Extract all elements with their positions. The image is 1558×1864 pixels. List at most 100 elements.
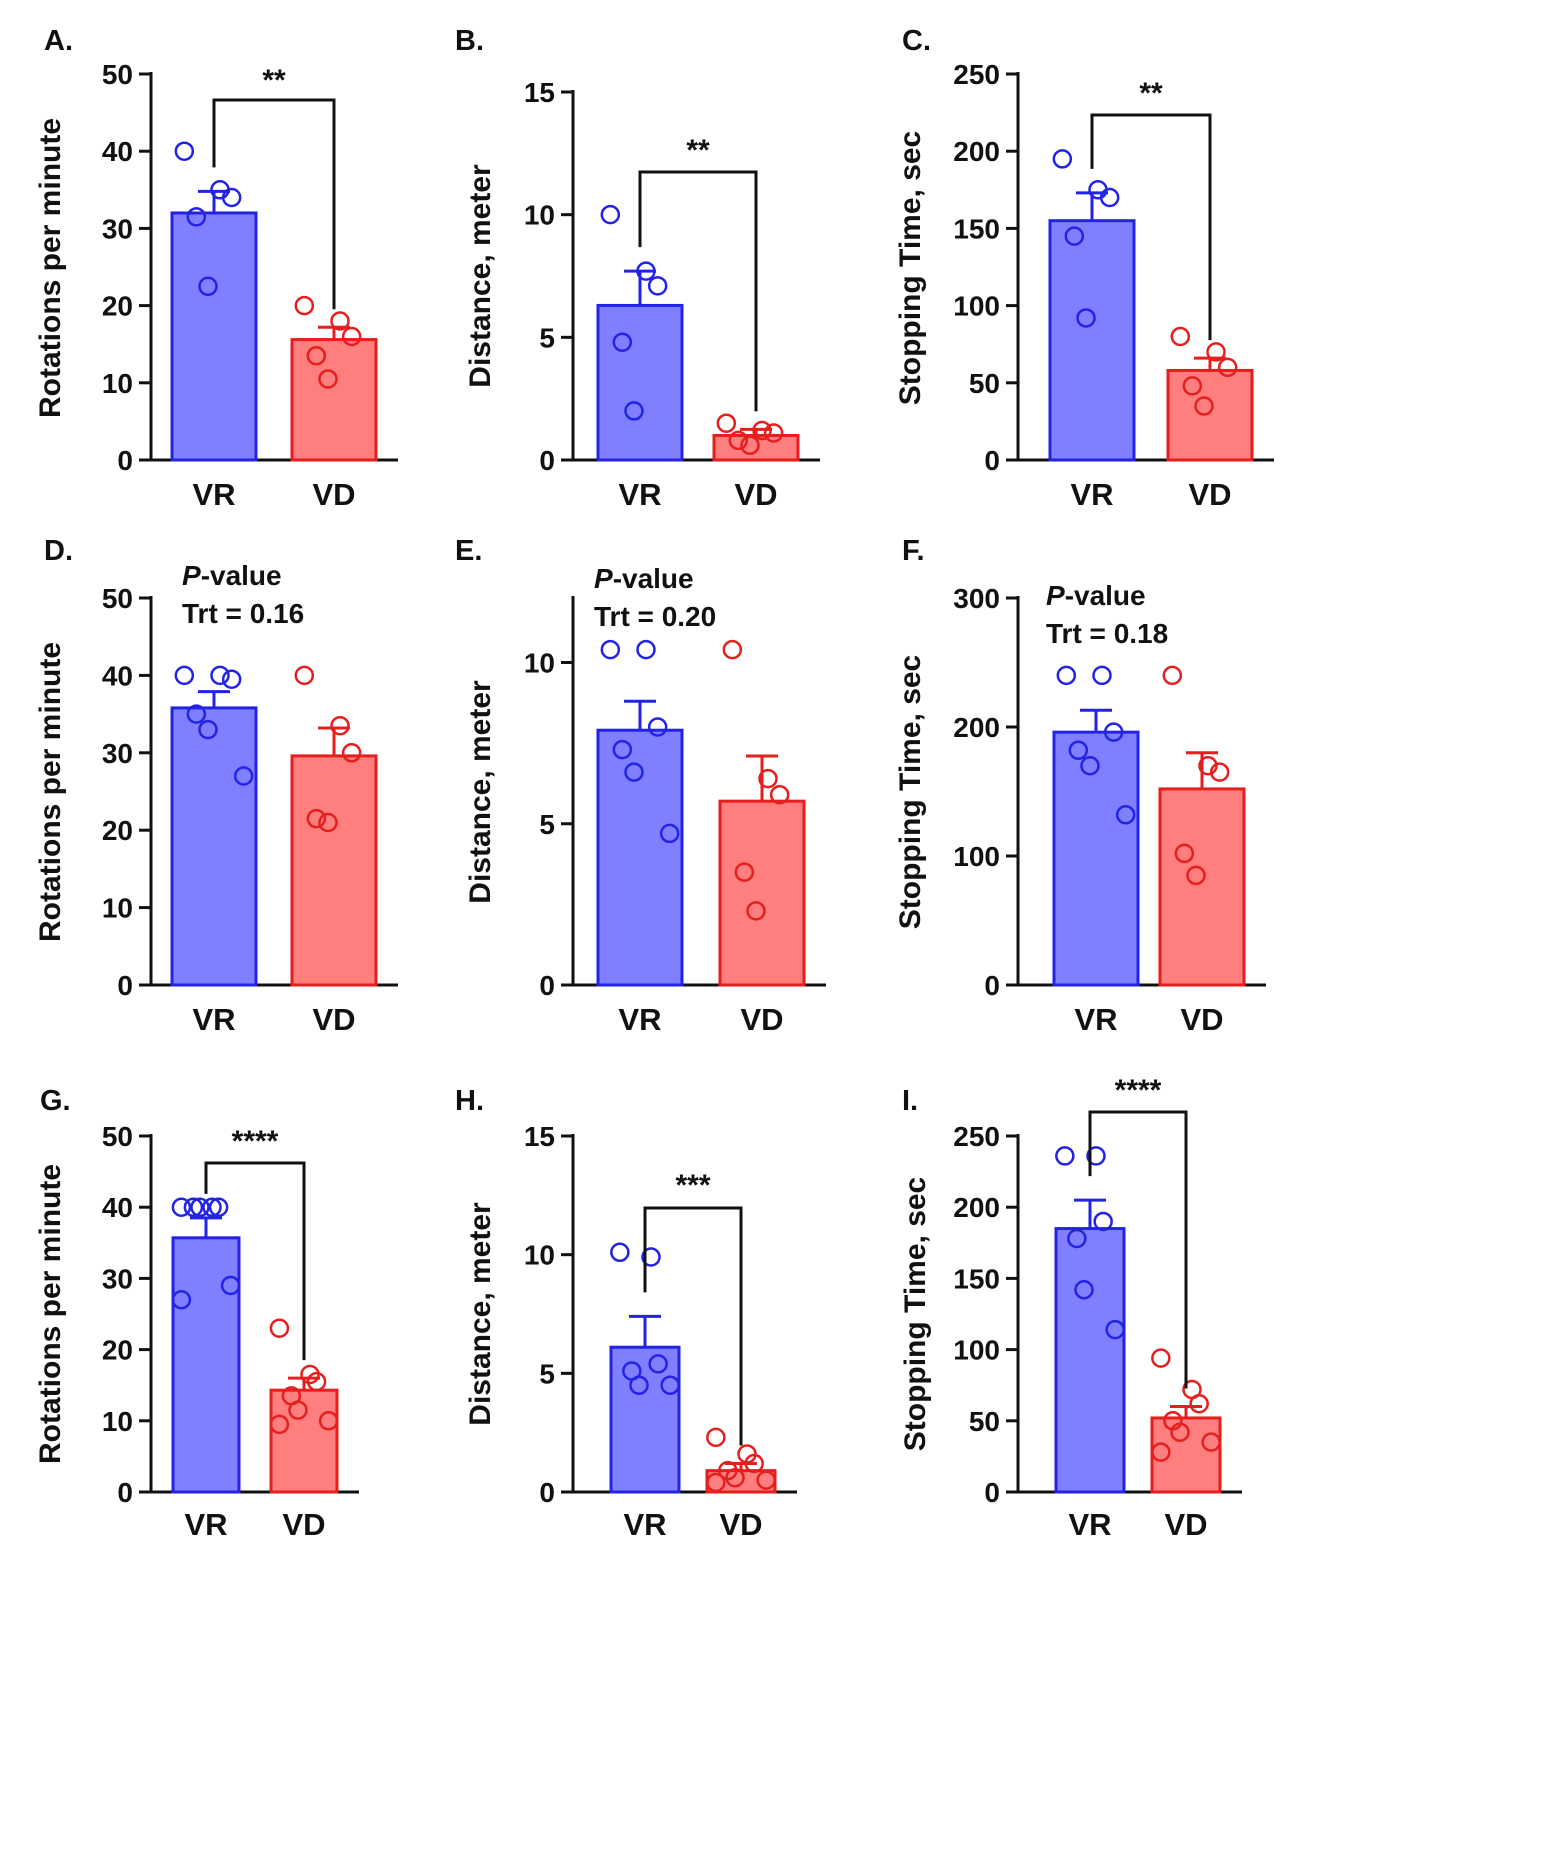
data-point-vd [1151, 1442, 1171, 1462]
data-point-vr [624, 762, 644, 782]
category-label-vd: VD [1180, 1002, 1223, 1037]
significance-bracket [1088, 1110, 1188, 1389]
y-tick-label: 0 [539, 1477, 555, 1508]
y-tick-label: 50 [969, 368, 1000, 399]
data-point-vd [318, 812, 338, 833]
y-tick-label: 50 [102, 583, 133, 614]
category-label-vd: VD [282, 1507, 325, 1542]
y-tick-label: 40 [102, 660, 133, 691]
data-point-vd [1174, 843, 1195, 864]
data-point-vr [1074, 1280, 1094, 1300]
y-axis-label: Rotations per minute [34, 642, 67, 942]
chart-panel-c: C. Stopping Time, sec 0 50 100 150 200 250 VR VD *… [894, 25, 1274, 512]
category-label-vr: VR [618, 1002, 661, 1037]
data-point-vr [174, 665, 195, 686]
y-tick-label: 40 [102, 1192, 133, 1223]
y-tick-label: 200 [953, 712, 1000, 743]
y-tick-label: 10 [524, 200, 555, 231]
significance-stars: ** [686, 134, 710, 167]
panel-label: H. [455, 1085, 484, 1117]
y-axis-label: Rotations per minute [34, 118, 67, 418]
y-tick-label: 100 [953, 841, 1000, 872]
category-label-vd: VD [740, 1002, 783, 1037]
data-point-vd [758, 768, 778, 789]
data-point-vd [1182, 376, 1203, 396]
pvalue-text: Trt = 0.16 [182, 598, 304, 629]
data-point-vr [636, 639, 656, 660]
category-label-vr: VR [618, 477, 661, 512]
data-point-vd [1209, 762, 1230, 782]
data-point-vd [306, 346, 327, 366]
data-point-vd [752, 420, 772, 441]
chart-panel-d: D. Rotations per minute 0 10 20 30 40 50 VR VD P-v… [34, 535, 398, 1037]
data-point-vr [1105, 1319, 1125, 1340]
significance-bracket [204, 1161, 306, 1361]
data-point-vr [183, 1197, 204, 1217]
significance-bracket [638, 170, 758, 412]
y-tick-label: 150 [953, 1263, 1000, 1294]
category-label-vr: VR [192, 477, 235, 512]
data-point-vr [1099, 187, 1120, 208]
data-point-vr [1056, 665, 1077, 686]
chart-panel-e: E. Distance, meter 0 5 10 VR VD P-value Trt = 0.… [455, 535, 826, 1037]
y-tick-label: 150 [953, 213, 1000, 244]
data-point-vr [174, 141, 195, 161]
data-point-vr [610, 1242, 630, 1263]
data-point-vd [706, 1427, 726, 1448]
y-tick-label: 0 [984, 445, 1000, 476]
category-label-vr: VR [184, 1507, 227, 1542]
y-tick-label: 0 [984, 970, 1000, 1001]
y-axis-label: Stopping Time, sec [894, 131, 927, 406]
category-label-vd: VD [1188, 477, 1231, 512]
category-label-vd: VD [312, 1002, 355, 1037]
y-tick-label: 10 [102, 1406, 133, 1437]
pvalue-label: P-value [594, 563, 694, 594]
chart-panel-f: F. Stopping Time, sec 0 100 200 300 VR VD P-valu… [894, 535, 1266, 1037]
data-point-vr [1103, 722, 1124, 742]
category-label-vd: VD [734, 477, 777, 512]
chart-panel-g: G. Rotations per minute 0 10 20 30 40 50 VR VD ***… [34, 1085, 359, 1542]
y-axis-label: Stopping Time, sec [899, 1177, 932, 1452]
data-point-vr [1052, 149, 1073, 169]
y-tick-label: 20 [102, 815, 133, 846]
chart-panel-a: A. Rotations per minute 0 10 20 30 40 50 VR VD ** [34, 25, 398, 512]
data-point-vr [171, 1290, 192, 1310]
panel-label: B. [455, 25, 484, 57]
y-tick-label: 0 [539, 445, 555, 476]
significance-stars: **** [232, 1125, 279, 1158]
data-point-vd [1206, 342, 1226, 362]
panel-label: G. [40, 1085, 71, 1117]
data-point-vr [1115, 804, 1136, 825]
y-tick-label: 100 [953, 1335, 1000, 1366]
data-point-vd [1151, 1348, 1171, 1368]
data-point-vr [233, 766, 254, 786]
category-label-vr: VR [1070, 477, 1113, 512]
y-tick-label: 30 [102, 1263, 133, 1294]
y-tick-label: 0 [984, 1477, 1000, 1508]
y-tick-label: 40 [102, 136, 133, 167]
y-tick-label: 10 [524, 648, 555, 679]
y-axis-label: Distance, meter [464, 164, 497, 388]
data-point-vd [722, 639, 743, 660]
y-axis-label: Rotations per minute [34, 1164, 67, 1464]
y-tick-label: 5 [539, 1358, 555, 1389]
data-point-vd [1194, 396, 1214, 416]
bar-vd [290, 754, 378, 987]
bar-vd [1166, 368, 1254, 462]
y-tick-label: 200 [953, 136, 1000, 167]
y-tick-label: 250 [953, 1121, 1000, 1152]
pvalue-label: P-value [182, 560, 282, 591]
data-point-vd [341, 743, 362, 763]
data-point-vr [221, 187, 242, 208]
y-tick-label: 50 [102, 59, 133, 90]
data-point-vr [198, 276, 218, 297]
data-point-vd [288, 1400, 308, 1420]
data-point-vd [1162, 665, 1183, 686]
category-label-vr: VR [1068, 1507, 1111, 1542]
data-point-vr [612, 332, 633, 352]
bar-vr [1052, 730, 1140, 987]
data-point-vr [1055, 1146, 1075, 1166]
data-point-vd [756, 1470, 776, 1490]
data-point-vd [746, 901, 766, 921]
